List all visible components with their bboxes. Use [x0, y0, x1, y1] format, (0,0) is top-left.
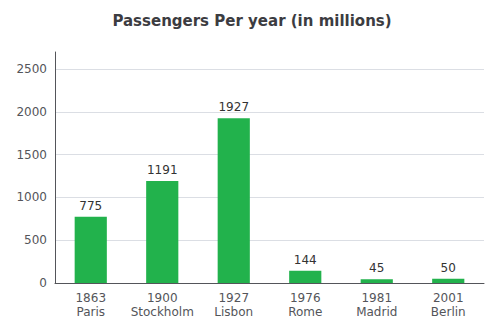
svg-text:Paris: Paris — [76, 305, 105, 319]
svg-text:Lisbon: Lisbon — [214, 305, 253, 319]
svg-text:Rome: Rome — [288, 305, 322, 319]
svg-text:2500: 2500 — [16, 62, 47, 76]
svg-text:0: 0 — [39, 276, 47, 290]
svg-text:2001: 2001 — [433, 291, 464, 305]
svg-text:2000: 2000 — [16, 105, 47, 119]
svg-text:1927: 1927 — [218, 291, 249, 305]
svg-text:775: 775 — [79, 199, 102, 213]
svg-text:45: 45 — [369, 261, 384, 275]
svg-text:1976: 1976 — [290, 291, 321, 305]
svg-text:1900: 1900 — [147, 291, 178, 305]
svg-text:1981: 1981 — [361, 291, 392, 305]
svg-text:Stockholm: Stockholm — [131, 305, 194, 319]
svg-text:1000: 1000 — [16, 190, 47, 204]
svg-text:1863: 1863 — [75, 291, 106, 305]
svg-text:Berlin: Berlin — [431, 305, 466, 319]
svg-text:1191: 1191 — [147, 163, 178, 177]
svg-text:1927: 1927 — [218, 100, 249, 114]
svg-text:144: 144 — [294, 253, 317, 267]
svg-text:500: 500 — [24, 233, 47, 247]
svg-text:Passengers Per year (in millio: Passengers Per year (in millions) — [112, 12, 391, 30]
svg-text:1500: 1500 — [16, 148, 47, 162]
svg-text:Madrid: Madrid — [356, 305, 397, 319]
svg-text:50: 50 — [441, 261, 456, 275]
